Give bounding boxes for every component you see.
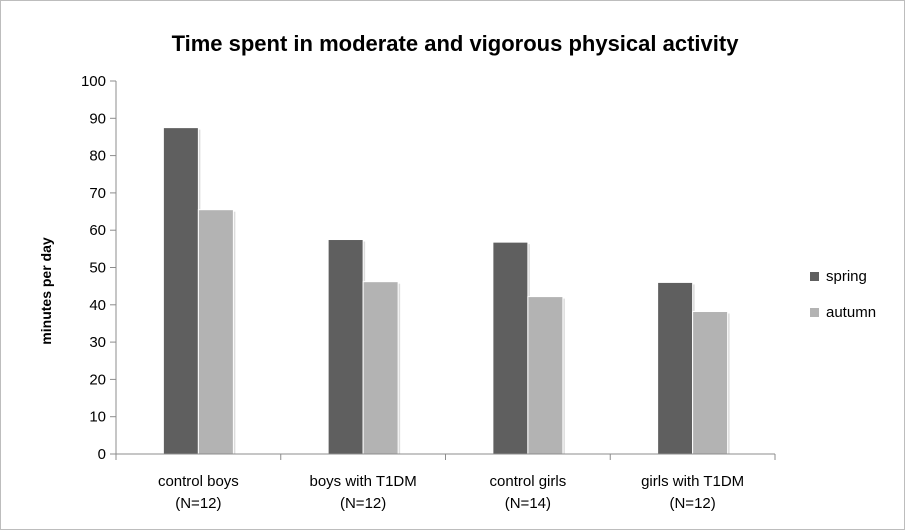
y-tick-label: 10: [89, 409, 106, 426]
y-tick-label: 40: [89, 297, 106, 314]
x-tick-label: (N=12): [669, 495, 715, 512]
bar-autumn: [692, 311, 729, 455]
y-tick-label: 70: [89, 185, 106, 202]
bar-spring: [162, 127, 199, 455]
x-tick-label: control girls: [490, 473, 567, 490]
x-tick-label: (N=14): [505, 495, 551, 512]
bar-spring: [327, 239, 364, 455]
y-tick-label: 60: [89, 222, 106, 239]
y-tick-label: 20: [89, 371, 106, 388]
y-tick-label: 100: [81, 73, 106, 90]
legend-swatch-spring: [810, 272, 819, 281]
y-tick-label: 80: [89, 148, 106, 165]
y-axis-label: minutes per day: [38, 237, 54, 345]
x-tick-label: boys with T1DM: [309, 473, 416, 490]
y-tick-label: 0: [98, 446, 106, 463]
legend-label-autumn: autumn: [826, 304, 876, 321]
x-axis: control boys (N=12) boys with T1DM (N=12) co…: [115, 453, 776, 512]
y-tick-label: 30: [89, 334, 106, 351]
x-tick-label: (N=12): [340, 495, 386, 512]
x-tick-label: girls with T1DM: [641, 473, 744, 490]
bars: [162, 127, 730, 455]
bar-autumn: [362, 281, 399, 455]
bar-autumn: [527, 296, 564, 455]
y-tick-label: 90: [89, 110, 106, 127]
bar-spring: [657, 281, 694, 455]
x-tick-label: control boys: [158, 473, 239, 490]
y-tick-label: 50: [89, 260, 106, 277]
chart-title: Time spent in moderate and vigorous phys…: [172, 31, 740, 56]
legend-swatch-autumn: [810, 308, 819, 317]
x-tick-label: (N=12): [175, 495, 221, 512]
y-axis: 0 10 20 30 40 50 60 70 80 90 100: [81, 73, 117, 463]
bar-autumn: [197, 209, 234, 455]
legend-label-spring: spring: [826, 268, 867, 285]
bar-spring: [492, 241, 529, 455]
legend: spring autumn: [810, 268, 876, 321]
